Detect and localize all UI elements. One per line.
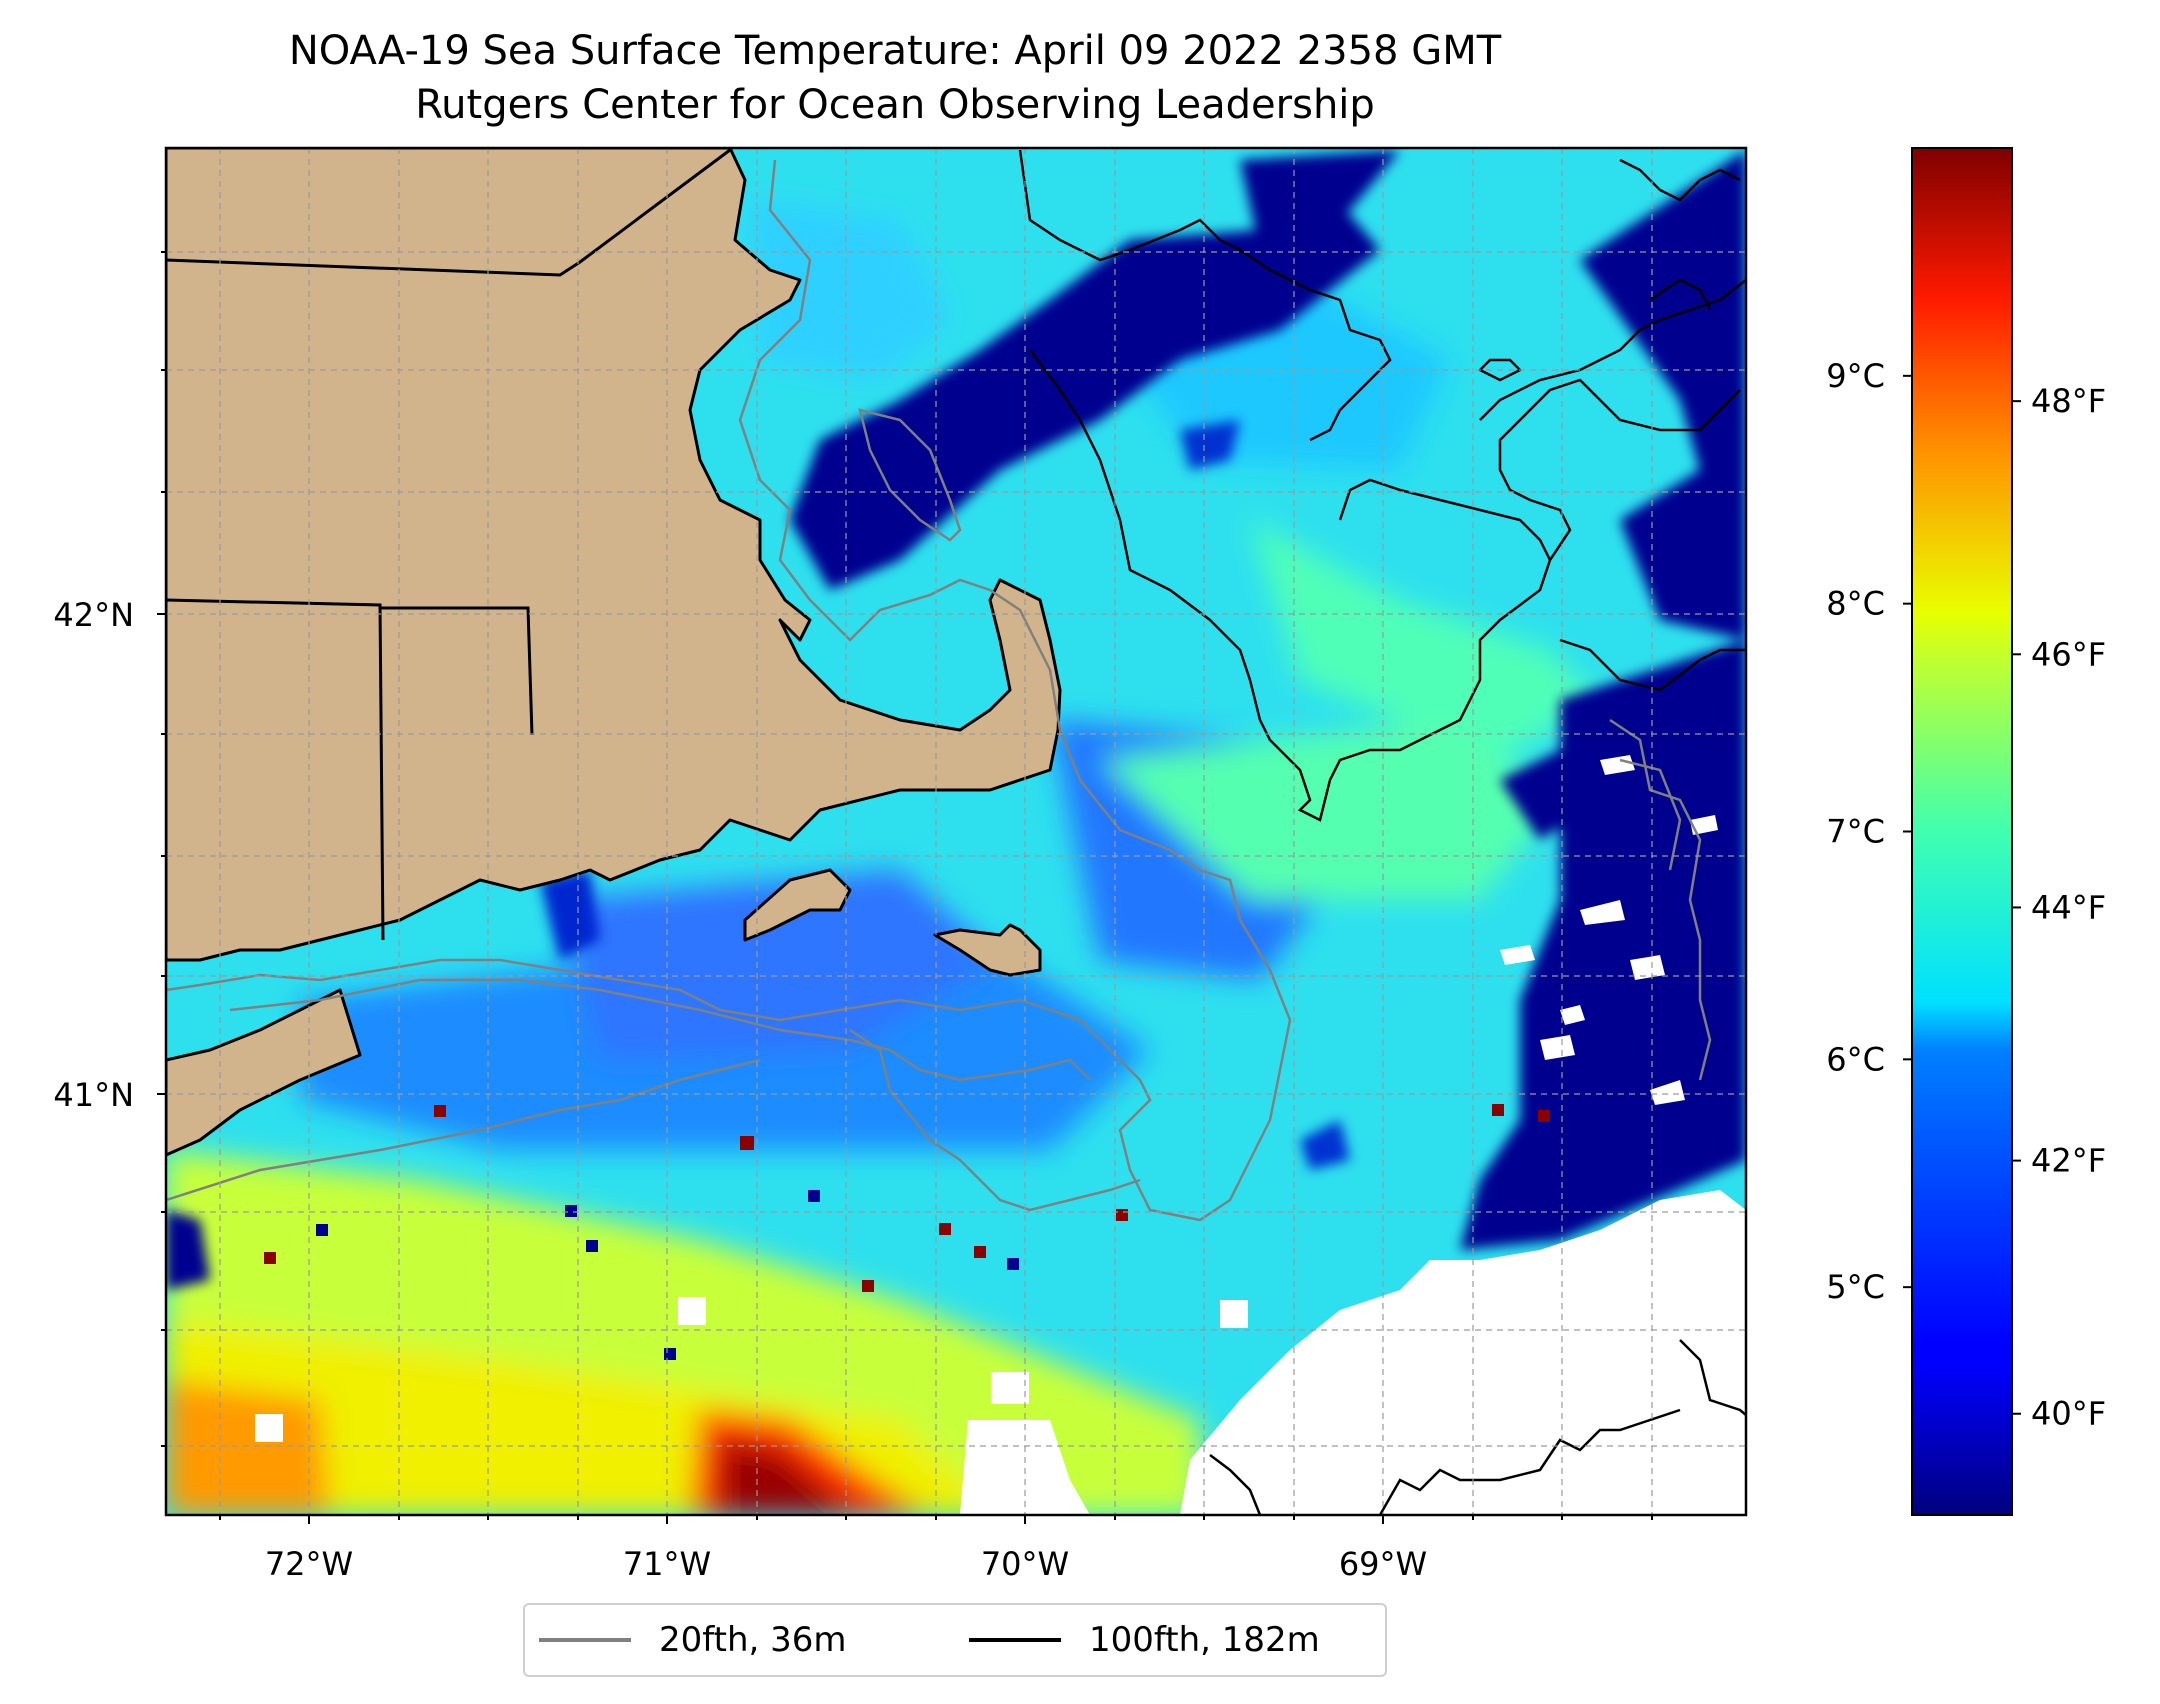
legend-line-100fth [969, 1638, 1061, 1642]
colorbar-celsius-label: 6°C [1826, 1040, 1885, 1078]
state-borders [166, 148, 731, 941]
colorbar-celsius-label: 7°C [1826, 813, 1885, 851]
legend-item-20fth: 20fth, 36m [539, 1605, 847, 1675]
chart-title: NOAA-19 Sea Surface Temperature: April 0… [288, 28, 1502, 74]
colorbar-fahrenheit-label: 48°F [2031, 382, 2106, 420]
graticule [166, 148, 1746, 1515]
x-axis: 72°W 71°W 70°W 69°W [219, 1515, 1653, 1583]
legend-label-20fth: 20fth, 36m [659, 1620, 847, 1660]
colorbar-celsius-label: 8°C [1826, 585, 1885, 623]
isobath-20fth [166, 159, 1712, 1222]
colorbar-fahrenheit-label: 46°F [2031, 635, 2106, 673]
colorbar-celsius-label: 5°C [1826, 1268, 1885, 1306]
legend-item-100fth: 100fth, 182m [969, 1605, 1320, 1675]
x-tick-label-71w: 71°W [623, 1545, 711, 1583]
legend-label-100fth: 100fth, 182m [1089, 1620, 1320, 1660]
land-mass [166, 148, 1062, 1157]
x-tick-label-72w: 72°W [265, 1545, 353, 1583]
legend-line-20fth [539, 1638, 631, 1642]
colorbar-celsius-label: 9°C [1826, 357, 1885, 395]
x-tick-label-70w: 70°W [981, 1545, 1069, 1583]
colorbar-celsius-axis: 5°C 6°C 7°C 8°C 9°C [1826, 357, 1912, 1306]
x-tick-label-69w: 69°W [1339, 1545, 1427, 1583]
y-tick-label-42n: 42°N [53, 596, 134, 634]
colorbar-fahrenheit-axis: 40°F 42°F 44°F 46°F 48°F [2012, 382, 2106, 1433]
colorbar: 5°C 6°C 7°C 8°C 9°C 40°F 42°F 44°F 46°F 48°F [1826, 147, 2106, 1516]
isobath-100fth [1018, 149, 1746, 1515]
colorbar-fahrenheit-label: 40°F [2031, 1395, 2106, 1433]
chart-subtitle: Rutgers Center for Ocean Observing Leade… [415, 82, 1375, 128]
colorbar-fahrenheit-label: 44°F [2031, 888, 2106, 926]
sst-map [166, 148, 1746, 1515]
legend: 20fth, 36m 100fth, 182m [523, 1603, 1387, 1677]
y-tick-label-41n: 41°N [53, 1076, 134, 1114]
colorbar-gradient [1911, 147, 2013, 1516]
colorbar-fahrenheit-label: 42°F [2031, 1142, 2106, 1180]
y-axis: 42°N 41°N [53, 251, 166, 1447]
map-frame [164, 146, 1748, 1517]
